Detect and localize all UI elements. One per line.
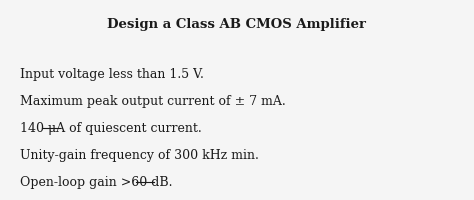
Text: Unity-gain frequency of 300 kHz min.: Unity-gain frequency of 300 kHz min. [20, 149, 259, 162]
Text: Design a Class AB CMOS Amplifier: Design a Class AB CMOS Amplifier [108, 18, 366, 31]
Text: Maximum peak output current of ± 7 mA.: Maximum peak output current of ± 7 mA. [20, 95, 286, 108]
Text: Open-loop gain >60 dB.: Open-loop gain >60 dB. [20, 176, 173, 189]
Text: 140 μA of quiescent current.: 140 μA of quiescent current. [20, 122, 202, 135]
Text: Input voltage less than 1.5 V.: Input voltage less than 1.5 V. [20, 68, 204, 81]
